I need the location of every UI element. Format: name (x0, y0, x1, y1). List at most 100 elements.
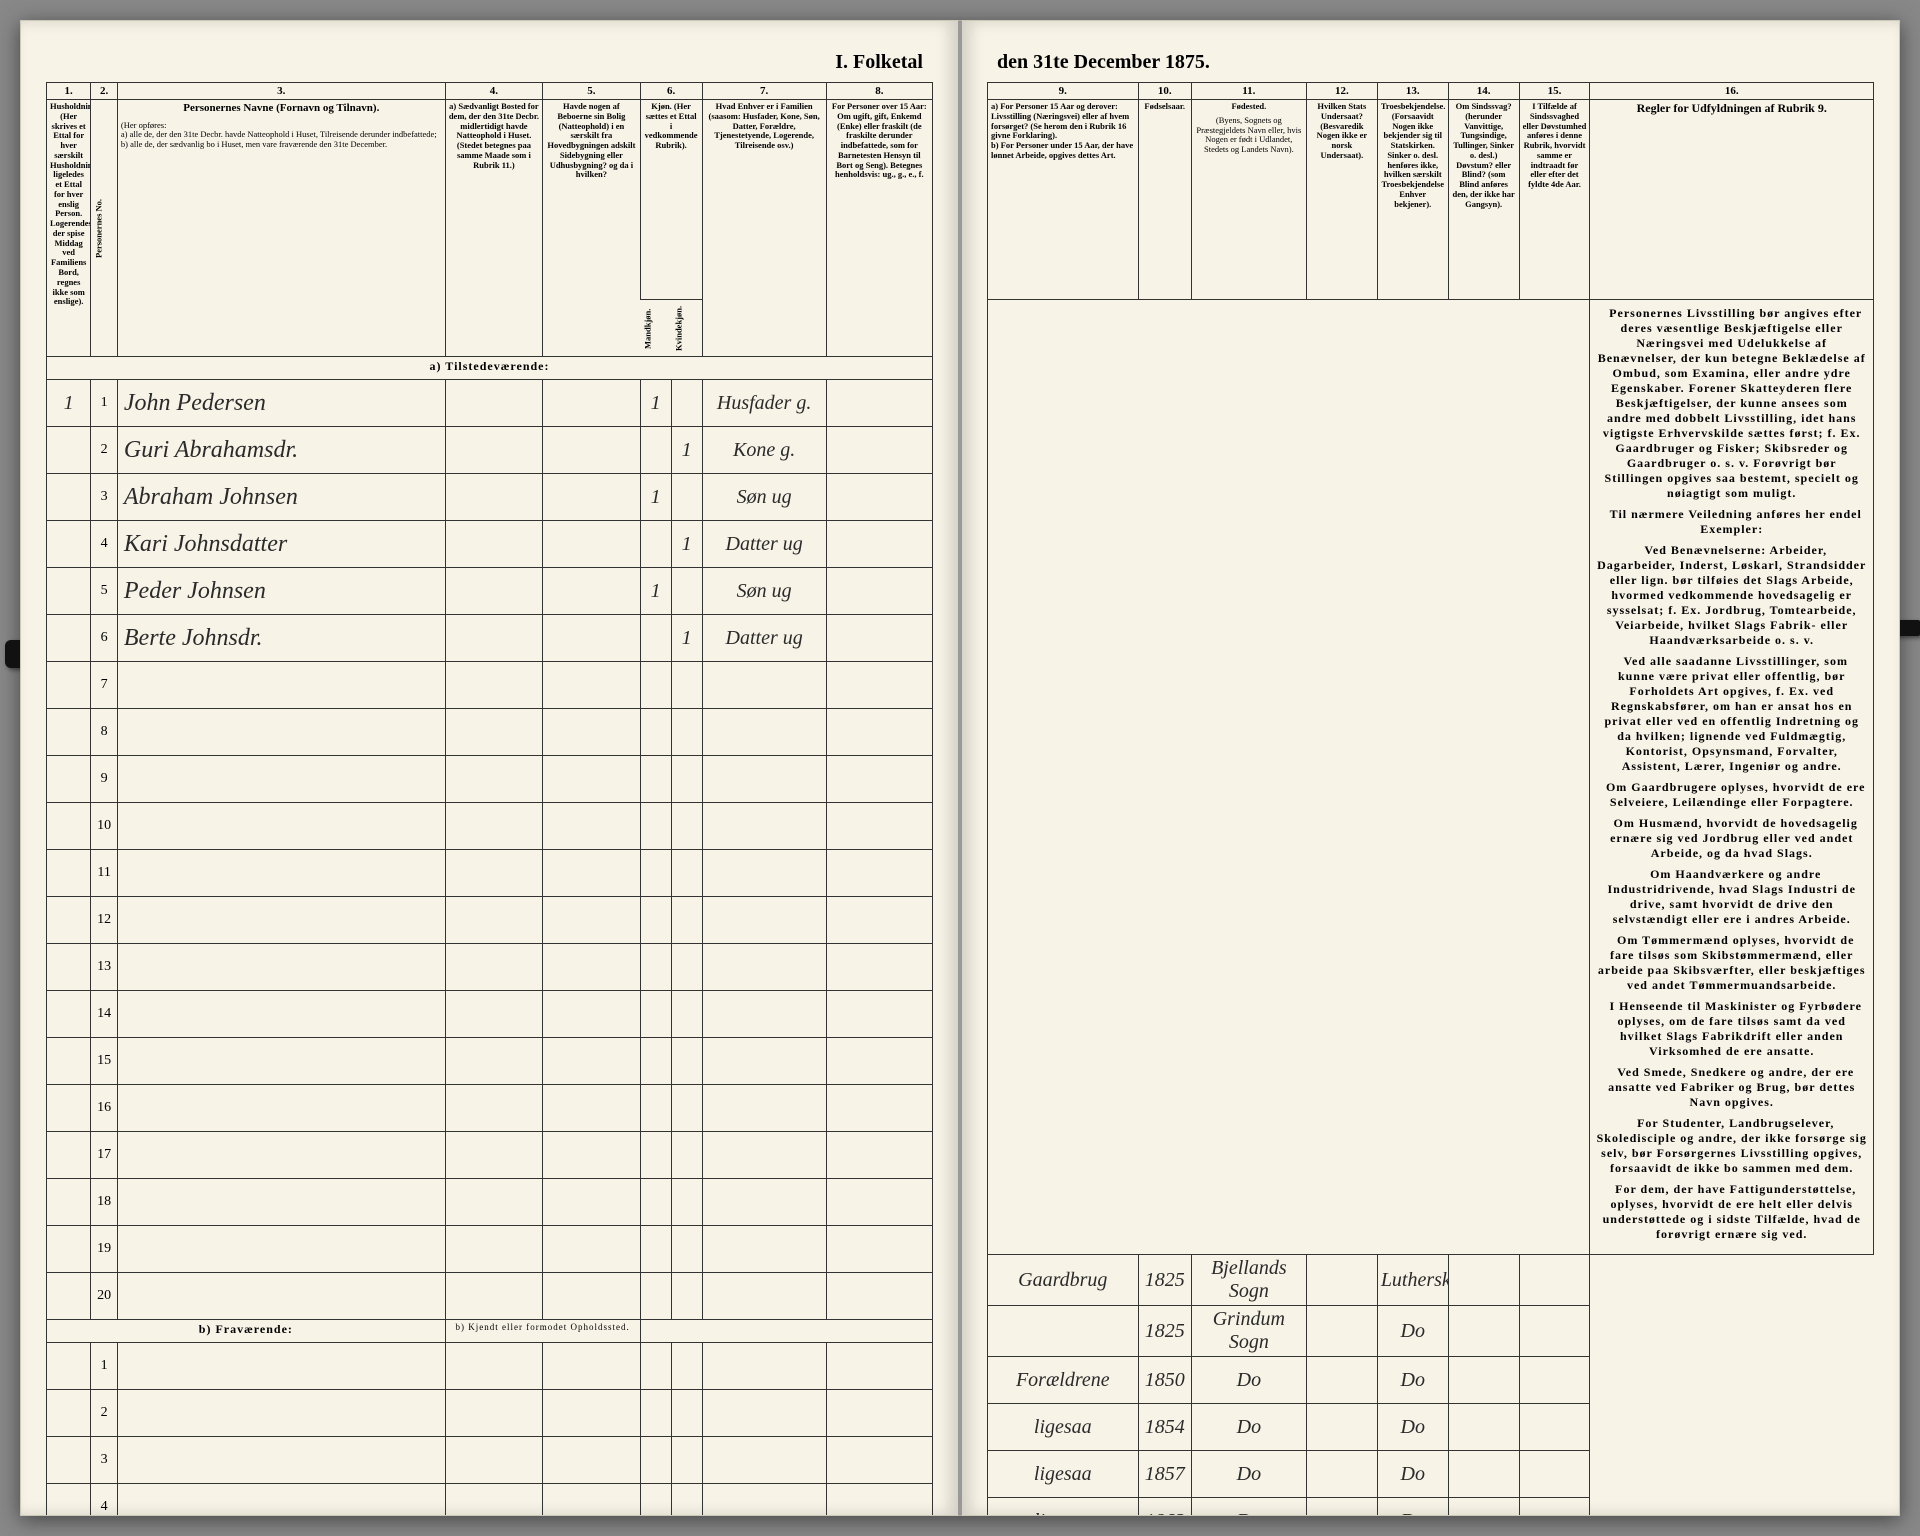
household-num: 1 (47, 380, 91, 427)
cell-onset (1519, 1451, 1590, 1498)
header-15: I Tilfælde af Sindssvaghed eller Døvstum… (1519, 100, 1590, 300)
header-3-title: Personernes Navne (Fornavn og Tilnavn). (121, 102, 442, 115)
header-8: For Personer over 15 Aar: Om ugift, gift… (826, 100, 932, 357)
census-ledger-spread: I. Folketal 1. 2. 3. 4. 5. 6. 7. 8. Hush… (20, 20, 1900, 1516)
household-num (47, 474, 91, 521)
cell-disability (1448, 1404, 1519, 1451)
rules-text-cell: Personernes Livsstilling bør angives eft… (1590, 300, 1874, 1255)
table-row: 4 (47, 1484, 933, 1517)
person-num: 16 (91, 1085, 118, 1132)
table-row: 5Peder Johnsen1Søn ug (47, 568, 933, 615)
cell-occupation: Forældrene (988, 1357, 1139, 1404)
col-4: 4. (445, 83, 542, 100)
header-11-sub: (Byens, Sognets og Præstegjeldets Navn e… (1195, 116, 1303, 155)
header-13: Troesbekjendelse. (Forsaavidt Nogen ikke… (1377, 100, 1448, 300)
col-5: 5. (543, 83, 640, 100)
cell-onset (1519, 1255, 1590, 1306)
header-16: Regler for Udfyldningen af Rubrik 9. (1590, 100, 1874, 300)
cell-subject (1306, 1498, 1377, 1517)
person-num: 15 (91, 1038, 118, 1085)
table-row: 1 (47, 1343, 933, 1390)
person-num: 12 (91, 897, 118, 944)
cell-building (543, 380, 640, 427)
household-num (47, 427, 91, 474)
cell-residence (445, 380, 542, 427)
person-num: 14 (91, 991, 118, 1038)
cell-faith: Do (1377, 1498, 1448, 1517)
cell-subject (1306, 1357, 1377, 1404)
table-row: 18 (47, 1179, 933, 1226)
cell-disability (1448, 1255, 1519, 1306)
header-6: Kjøn. (Her sættes et Ettal i vedkommende… (640, 100, 702, 300)
person-num: 4 (91, 1484, 118, 1517)
header-6b: Kvindekjøn. (671, 300, 702, 357)
table-row: 1825Grindum SognDo (988, 1306, 1874, 1357)
cell-subject (1306, 1451, 1377, 1498)
cell-male: 1 (640, 380, 671, 427)
table-row: 10 (47, 803, 933, 850)
person-num: 2 (91, 427, 118, 474)
cell-residence (445, 474, 542, 521)
person-num: 1 (91, 380, 118, 427)
cell-birthplace: Grindum Sogn (1191, 1306, 1306, 1357)
person-num: 6 (91, 615, 118, 662)
header-11: Fødested. (Byens, Sognets og Præstegjeld… (1191, 100, 1306, 300)
section-b-label: b) Fraværende: (47, 1320, 446, 1343)
header-6a: Mandkjøn. (640, 300, 671, 357)
cell-occupation: ligesaa (988, 1451, 1139, 1498)
col-8: 8. (826, 83, 932, 100)
cell-birthyear: 1825 (1138, 1255, 1191, 1306)
table-row: 15 (47, 1038, 933, 1085)
cell-onset (1519, 1498, 1590, 1517)
header-14: Om Sindssvag? (herunder Vanvittige, Tung… (1448, 100, 1519, 300)
cell-birthplace: Do (1191, 1404, 1306, 1451)
cell-disability (1448, 1498, 1519, 1517)
cell-male (640, 427, 671, 474)
table-row: ligesaa1857DoDo (988, 1451, 1874, 1498)
cell-onset (1519, 1404, 1590, 1451)
household-num (47, 615, 91, 662)
table-row: 17 (47, 1132, 933, 1179)
table-row: 2Guri Abrahamsdr.1Kone g. (47, 427, 933, 474)
cell-relation: Søn ug (702, 568, 826, 615)
page-title-left: I. Folketal (46, 51, 933, 74)
header-5: Havde nogen af Beboerne sin Bolig (Natte… (543, 100, 640, 357)
table-row: 11John Pedersen1Husfader g. (47, 380, 933, 427)
cell-subject (1306, 1404, 1377, 1451)
cell-disability (1448, 1306, 1519, 1357)
cell-faith: Do (1377, 1451, 1448, 1498)
cell-onset (1519, 1306, 1590, 1357)
person-name: Guri Abrahamsdr. (117, 427, 445, 474)
person-num: 1 (91, 1343, 118, 1390)
col-1: 1. (47, 83, 91, 100)
table-row: 6Berte Johnsdr.1Datter ug (47, 615, 933, 662)
table-row: 20 (47, 1273, 933, 1320)
header-2: Personernes No. (91, 100, 118, 357)
cell-relation: Husfader g. (702, 380, 826, 427)
cell-marital (826, 427, 932, 474)
page-title-right: den 31te December 1875. (987, 51, 1874, 74)
table-row: 2 (47, 1390, 933, 1437)
header-9: a) For Personer 15 Aar og derover: Livss… (988, 100, 1139, 300)
cell-building (543, 427, 640, 474)
cell-residence (445, 427, 542, 474)
header-3: Personernes Navne (Fornavn og Tilnavn). … (117, 100, 445, 357)
cell-female (671, 380, 702, 427)
col-3: 3. (117, 83, 445, 100)
header-1: Husholdninger. (Her skrives et Ettal for… (47, 100, 91, 357)
person-num: 18 (91, 1179, 118, 1226)
cell-female (671, 568, 702, 615)
col-2: 2. (91, 83, 118, 100)
person-num: 19 (91, 1226, 118, 1273)
person-num: 20 (91, 1273, 118, 1320)
cell-marital (826, 615, 932, 662)
table-row: 4Kari Johnsdatter1Datter ug (47, 521, 933, 568)
person-name: Berte Johnsdr. (117, 615, 445, 662)
cell-birthyear: 1825 (1138, 1306, 1191, 1357)
header-4: a) Sædvanligt Bosted for dem, der den 31… (445, 100, 542, 357)
person-name: John Pedersen (117, 380, 445, 427)
cell-faith: Do (1377, 1357, 1448, 1404)
person-num: 3 (91, 474, 118, 521)
cell-female: 1 (671, 615, 702, 662)
person-num: 17 (91, 1132, 118, 1179)
